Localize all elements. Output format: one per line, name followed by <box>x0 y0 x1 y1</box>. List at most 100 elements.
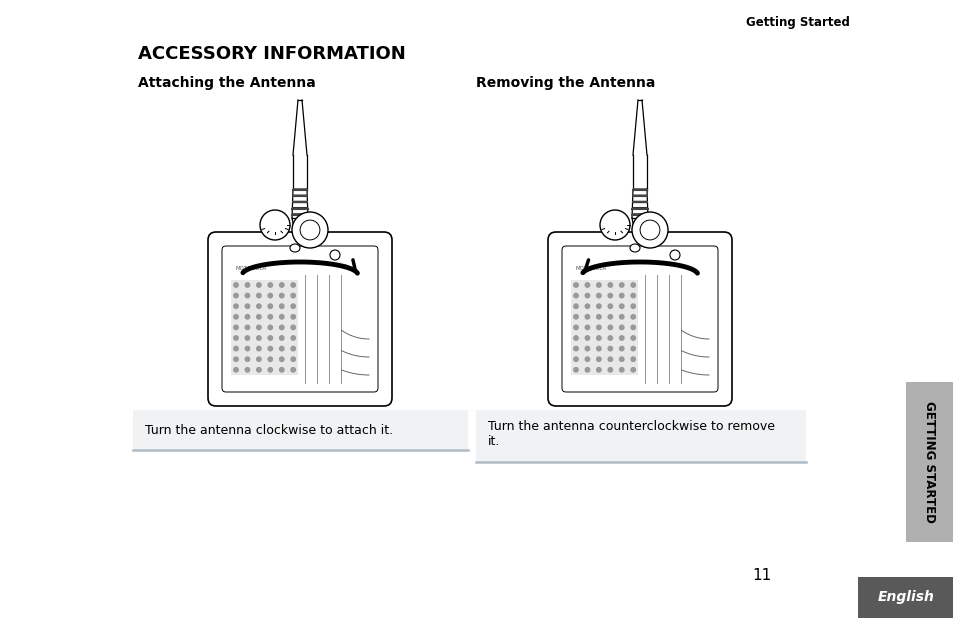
Circle shape <box>596 294 600 298</box>
Circle shape <box>584 283 589 287</box>
Circle shape <box>279 304 284 308</box>
Circle shape <box>607 283 612 287</box>
Circle shape <box>607 325 612 329</box>
Circle shape <box>607 347 612 351</box>
Polygon shape <box>293 100 307 155</box>
Circle shape <box>584 368 589 372</box>
Circle shape <box>256 315 261 319</box>
Circle shape <box>596 315 600 319</box>
Circle shape <box>618 325 623 329</box>
Text: Turn the antenna counterclockwise to remove
it.: Turn the antenna counterclockwise to rem… <box>488 420 774 448</box>
Circle shape <box>292 212 328 248</box>
Circle shape <box>573 325 578 329</box>
Ellipse shape <box>290 244 299 252</box>
Circle shape <box>584 325 589 329</box>
Circle shape <box>618 336 623 340</box>
Circle shape <box>330 250 339 260</box>
Polygon shape <box>292 214 308 215</box>
Bar <box>132 410 468 450</box>
Circle shape <box>584 315 589 319</box>
Circle shape <box>573 315 578 319</box>
Circle shape <box>573 368 578 372</box>
Circle shape <box>291 283 295 287</box>
Circle shape <box>279 283 284 287</box>
Circle shape <box>256 294 261 298</box>
Circle shape <box>596 336 600 340</box>
Circle shape <box>291 315 295 319</box>
Bar <box>476 410 805 462</box>
Circle shape <box>630 304 635 308</box>
Circle shape <box>291 347 295 351</box>
Polygon shape <box>293 155 307 190</box>
Text: Turn the antenna clockwise to attach it.: Turn the antenna clockwise to attach it. <box>145 423 393 436</box>
Circle shape <box>233 283 238 287</box>
Ellipse shape <box>629 244 639 252</box>
Polygon shape <box>633 155 646 190</box>
Circle shape <box>245 294 250 298</box>
Circle shape <box>607 294 612 298</box>
Circle shape <box>631 212 667 248</box>
Circle shape <box>268 294 273 298</box>
Circle shape <box>573 357 578 362</box>
Circle shape <box>233 347 238 351</box>
Circle shape <box>584 294 589 298</box>
Circle shape <box>573 304 578 308</box>
Circle shape <box>639 220 659 240</box>
Circle shape <box>245 304 250 308</box>
Circle shape <box>268 336 273 340</box>
Text: Removing the Antenna: Removing the Antenna <box>476 76 655 90</box>
Circle shape <box>256 283 261 287</box>
Circle shape <box>245 357 250 362</box>
Polygon shape <box>293 195 307 197</box>
Circle shape <box>256 368 261 372</box>
Circle shape <box>245 315 250 319</box>
Circle shape <box>596 347 600 351</box>
Polygon shape <box>292 208 307 209</box>
Polygon shape <box>292 190 308 218</box>
Circle shape <box>596 357 600 362</box>
Circle shape <box>607 368 612 372</box>
Polygon shape <box>632 201 646 203</box>
Circle shape <box>573 283 578 287</box>
Bar <box>231 280 298 375</box>
Circle shape <box>596 304 600 308</box>
Circle shape <box>256 336 261 340</box>
Text: MOTOROLA: MOTOROLA <box>235 266 267 271</box>
Polygon shape <box>631 190 647 218</box>
Circle shape <box>233 294 238 298</box>
Circle shape <box>618 304 623 308</box>
Circle shape <box>256 304 261 308</box>
Polygon shape <box>293 189 307 190</box>
Circle shape <box>233 325 238 329</box>
Text: Getting Started: Getting Started <box>745 16 849 29</box>
Circle shape <box>268 368 273 372</box>
Circle shape <box>233 336 238 340</box>
Circle shape <box>630 283 635 287</box>
Text: Attaching the Antenna: Attaching the Antenna <box>138 76 315 90</box>
Circle shape <box>279 347 284 351</box>
Text: English: English <box>877 591 933 604</box>
Circle shape <box>291 336 295 340</box>
FancyBboxPatch shape <box>222 246 377 392</box>
Circle shape <box>669 250 679 260</box>
FancyBboxPatch shape <box>561 246 718 392</box>
Circle shape <box>233 357 238 362</box>
Polygon shape <box>632 208 647 209</box>
Circle shape <box>596 368 600 372</box>
Circle shape <box>268 283 273 287</box>
Circle shape <box>584 357 589 362</box>
Circle shape <box>268 347 273 351</box>
Circle shape <box>291 368 295 372</box>
Circle shape <box>260 210 290 240</box>
Circle shape <box>256 325 261 329</box>
Circle shape <box>245 283 250 287</box>
Circle shape <box>233 368 238 372</box>
Circle shape <box>630 357 635 362</box>
Circle shape <box>291 325 295 329</box>
Circle shape <box>584 336 589 340</box>
Circle shape <box>279 336 284 340</box>
Text: ACCESSORY INFORMATION: ACCESSORY INFORMATION <box>138 45 405 63</box>
Circle shape <box>245 325 250 329</box>
Circle shape <box>599 210 629 240</box>
Polygon shape <box>633 189 646 190</box>
